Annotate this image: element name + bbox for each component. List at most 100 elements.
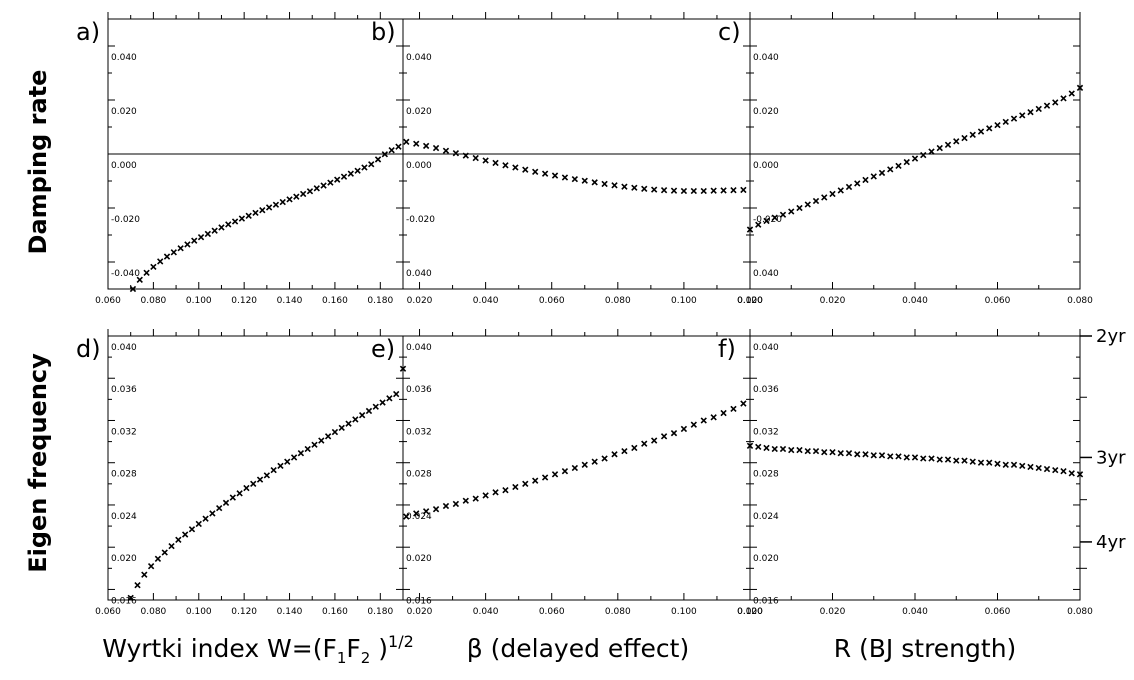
panel-a-ytick-label: 0.000 — [111, 161, 137, 171]
panel-e-point — [641, 440, 648, 447]
panel-e-xtick-label: 0.060 — [539, 607, 565, 617]
panel-e-ytick-label: 0.032 — [406, 427, 432, 437]
panel-e-point — [482, 492, 489, 499]
panel-d-point — [181, 531, 189, 538]
panel-b-point — [561, 174, 569, 181]
panel-f-point — [829, 448, 836, 456]
panel-f-ytick-label: 0.036 — [753, 385, 779, 395]
panel-f-ytick-label: 0.020 — [753, 554, 779, 564]
panel-f-point — [1010, 461, 1018, 468]
panel-e-point — [720, 409, 727, 417]
panel-b-point — [462, 152, 469, 159]
xlabel-beta: β (delayed effect) — [467, 634, 689, 663]
panel-f-point — [821, 448, 828, 456]
panel-f-point — [862, 451, 869, 458]
panel-e-point — [670, 429, 678, 437]
panel-a-point — [272, 201, 280, 208]
xlabel-a-sub2: 2 — [361, 649, 371, 667]
panel-e-point — [700, 417, 707, 424]
panel-d-ytick-label: 0.016 — [111, 596, 137, 606]
panel-b-point — [551, 172, 559, 179]
panel-b-point — [631, 184, 638, 191]
panel-d-ytick-label: 0.036 — [111, 385, 137, 395]
panel-b-point — [452, 150, 460, 157]
panel-f: 0.000 0.020 0.040 0.060 0.080 0.016 0.020 0.024… — [718, 329, 1093, 617]
panel-b-xtick-label: 0.040 — [473, 296, 499, 306]
panel-b-ytick-label: 0.000 — [406, 161, 432, 171]
panel-e-point — [472, 495, 479, 502]
panel-d-point — [263, 472, 271, 479]
panel-b-point — [690, 187, 697, 195]
panel-b-point — [442, 147, 450, 154]
panel-c-point — [779, 211, 787, 218]
panel-f-point — [878, 452, 886, 459]
panel-e-point — [650, 437, 658, 444]
panel-f-point — [986, 459, 993, 466]
panel-c-point — [986, 125, 993, 132]
panel-b-point — [403, 138, 410, 146]
panel-a-point — [252, 209, 259, 217]
panel-b-xtick-label: 0.020 — [407, 296, 433, 306]
panel-a-point — [306, 188, 314, 195]
panel-f-point — [854, 451, 861, 458]
panel-a-point — [218, 224, 225, 231]
panel-b: 0.020 0.040 0.060 0.080 0.100 0.120 0.040 -0.02… — [371, 12, 763, 306]
panel-d-point — [229, 494, 236, 501]
panel-a-point — [368, 161, 375, 168]
panel-d-point — [195, 520, 202, 528]
panel-e-point — [680, 425, 688, 433]
panel-d-point — [236, 490, 243, 497]
panel-e-point — [462, 497, 469, 504]
panel-b-xtick-label: 0.080 — [605, 296, 631, 306]
panel-e-xtick-label: 0.120 — [737, 607, 763, 617]
panel-a-xtick-label: 0.140 — [277, 296, 303, 306]
panel-d-xtick-label: 0.060 — [95, 607, 121, 617]
panel-a-point — [231, 218, 239, 225]
panel-b-point — [730, 187, 737, 194]
panel-f-xtick-label: 0.060 — [985, 607, 1011, 617]
panel-f-point — [796, 446, 803, 454]
panel-c-point — [746, 226, 754, 233]
panel-c-point — [1076, 84, 1084, 92]
panel-e-point — [710, 414, 717, 421]
panel-b-point — [641, 185, 648, 192]
panel-c-point — [829, 190, 836, 198]
panel-a-xtick-label: 0.160 — [322, 296, 348, 306]
panel-a-point — [279, 198, 286, 206]
panel-b-point — [492, 159, 499, 167]
period-label-4yr: 4yr — [1096, 532, 1126, 553]
period-label-3yr: 3yr — [1096, 447, 1126, 468]
panel-d-frame — [107, 335, 404, 601]
panel-e: 0.020 0.040 0.060 0.080 0.100 0.1200.0160.020… — [371, 329, 763, 617]
panel-d-point — [393, 390, 400, 398]
panel-c-point — [911, 155, 919, 162]
panel-e-point — [522, 480, 529, 488]
panel-a-point — [340, 173, 348, 180]
panel-c-label: c) — [718, 18, 741, 46]
panel-b-point — [670, 187, 678, 194]
panel-f-point — [920, 455, 927, 462]
panel-b-xtick-label: 0.060 — [539, 296, 565, 306]
panel-a-ytick-label: -0.020 — [111, 215, 140, 225]
panel-f-point — [1060, 468, 1067, 475]
panel-a-point — [327, 179, 334, 186]
panel-e-ytick-label: 0.024 — [406, 512, 432, 522]
panel-e-point — [730, 405, 737, 413]
panel-c-point — [895, 162, 902, 170]
panel-d-point — [134, 582, 141, 589]
panel-f-point — [887, 453, 894, 460]
panel-b-point — [472, 154, 479, 162]
xlabel-a-tail: ) — [370, 634, 388, 663]
panel-f-point — [1052, 466, 1059, 474]
panel-f-point — [911, 454, 919, 461]
panel-c-ytick-label: 0.020 — [753, 107, 779, 117]
row-label-damping-rate: Damping rate — [24, 70, 52, 255]
panel-c-point — [788, 208, 795, 215]
panel-d-point — [358, 412, 366, 419]
panel-c-point — [1052, 99, 1059, 106]
panel-a-xtick-label: 0.100 — [186, 296, 212, 306]
panel-b-point — [413, 140, 420, 147]
panel-a-point — [334, 176, 341, 183]
panel-d-point — [331, 428, 339, 436]
